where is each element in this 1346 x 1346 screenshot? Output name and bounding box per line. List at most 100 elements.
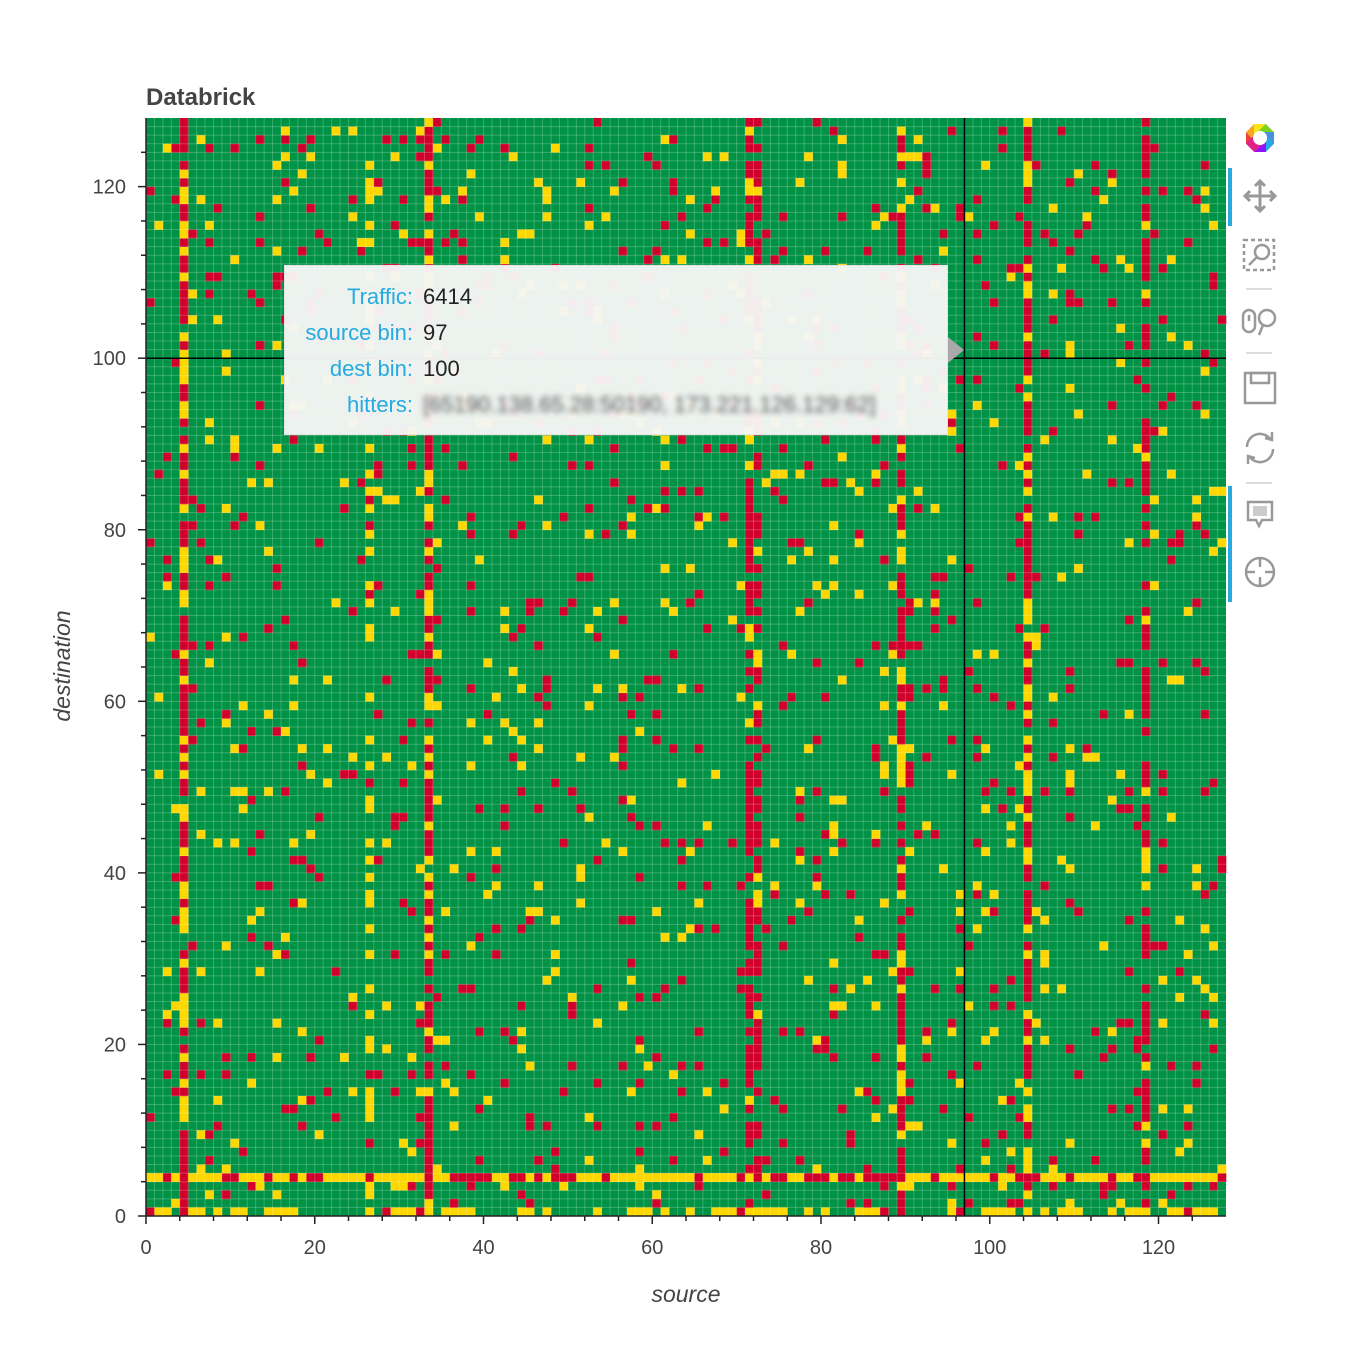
heatmap-cell xyxy=(424,641,434,651)
heatmap-cell xyxy=(1040,624,1050,633)
reset-icon[interactable] xyxy=(1240,428,1280,468)
heatmap-cell xyxy=(424,1104,434,1114)
heatmap-cell xyxy=(1023,1173,1033,1182)
heatmap-cell xyxy=(913,641,923,651)
heatmap-cell xyxy=(939,246,948,256)
heatmap-cell xyxy=(576,898,586,908)
heatmap-cell xyxy=(745,992,754,1002)
heatmap-cell xyxy=(1141,238,1151,247)
heatmap-cell xyxy=(188,941,197,951)
heatmap-cell xyxy=(432,675,442,685)
heatmap-cell xyxy=(525,1198,535,1208)
heatmap-cell xyxy=(896,958,906,968)
heatmap-cell xyxy=(880,667,889,676)
heatmap-cell xyxy=(525,1207,535,1217)
heatmap-cell xyxy=(1023,1113,1033,1122)
y-tick-label: 20 xyxy=(104,1034,126,1056)
heatmap-cell xyxy=(356,238,366,247)
heatmap-cell xyxy=(205,238,214,247)
heatmap-cell xyxy=(1200,203,1210,213)
heatmap-cell xyxy=(812,881,822,891)
heatmap-cell xyxy=(154,220,164,230)
bokeh-logo-icon[interactable] xyxy=(1240,118,1280,158)
heatmap-cell xyxy=(314,1130,324,1140)
heatmap-cell xyxy=(458,1173,467,1182)
heatmap-cell xyxy=(179,435,189,445)
heatmap-cell xyxy=(635,1173,645,1182)
heatmap-cell xyxy=(424,624,434,633)
heatmap-cell xyxy=(981,787,991,796)
heatmap-cell xyxy=(365,735,375,745)
heatmap-cell xyxy=(382,675,391,685)
heatmap-cell xyxy=(1048,1173,1058,1182)
heatmap-cell xyxy=(1023,289,1033,299)
heatmap-cell xyxy=(1065,769,1075,779)
heatmap-cell xyxy=(660,461,670,471)
heatmap-cell xyxy=(179,203,189,213)
heatmap-cell xyxy=(264,624,273,633)
heatmap-cell xyxy=(1141,941,1151,951)
hover-icon[interactable] xyxy=(1240,494,1280,534)
heatmap-cell xyxy=(179,847,189,857)
heatmap-cell xyxy=(424,1001,434,1011)
heatmap-cell xyxy=(1023,632,1033,642)
heatmap-gridlines xyxy=(146,118,1226,1216)
x-tick-label: 60 xyxy=(641,1237,663,1259)
heatmap-cell xyxy=(179,229,189,239)
heatmap-cell xyxy=(702,238,712,247)
heatmap-cell xyxy=(635,1164,645,1174)
heatmap-cell xyxy=(854,529,864,539)
heatmap-cell xyxy=(947,426,957,436)
heatmap-cell xyxy=(753,1053,763,1062)
heatmap-cell xyxy=(837,675,847,685)
wheel-zoom-icon[interactable] xyxy=(1240,302,1280,342)
heatmap-cell xyxy=(1107,435,1117,445)
heatmap-cell xyxy=(1091,1027,1100,1037)
heatmap-cell xyxy=(483,1095,493,1105)
heatmap-cell xyxy=(660,220,670,230)
heatmap-cell xyxy=(247,727,256,736)
heatmap-cell xyxy=(179,409,189,419)
heatmap-cell xyxy=(1074,907,1083,917)
heatmap-cell xyxy=(1141,907,1151,917)
heatmap-cell xyxy=(652,675,661,685)
heatmap-cell xyxy=(584,160,594,170)
save-icon[interactable] xyxy=(1240,368,1280,408)
heatmap-cell xyxy=(896,632,906,642)
heatmap-cell xyxy=(534,907,543,917)
heatmap-cell xyxy=(1124,915,1134,925)
heatmap-cell xyxy=(896,1035,906,1045)
box-zoom-icon[interactable] xyxy=(1240,236,1280,276)
heatmap-cell xyxy=(584,220,594,230)
heatmap-cell xyxy=(179,898,189,908)
heatmap-cell xyxy=(1124,709,1134,719)
heatmap-cell xyxy=(846,1130,856,1140)
heatmap-cell xyxy=(745,804,754,814)
heatmap-cell xyxy=(179,787,189,796)
crosshair-icon[interactable] xyxy=(1240,552,1280,592)
heatmap-cell xyxy=(956,1078,965,1088)
heatmap-cell xyxy=(1023,778,1033,788)
heatmap-cell xyxy=(1141,263,1151,273)
heatmap-cell xyxy=(660,598,670,608)
heatmap-cell xyxy=(989,1001,999,1011)
heatmap-cell xyxy=(753,890,763,899)
heatmap-cell xyxy=(272,581,282,591)
heatmap-cell xyxy=(441,950,451,959)
heatmap-cell xyxy=(880,769,889,779)
heatmap-cell xyxy=(331,1113,341,1122)
heatmap-cell xyxy=(314,538,324,548)
heatmap-cell xyxy=(525,598,535,608)
heatmap-cell xyxy=(635,1035,645,1045)
heatmap-cell xyxy=(196,538,206,548)
heatmap-cell xyxy=(314,812,324,822)
heatmap-cell xyxy=(1023,443,1033,453)
heatmap-cell xyxy=(1192,658,1201,668)
heatmap-cell xyxy=(837,135,847,145)
heatmap-cell xyxy=(272,564,282,573)
pan-icon[interactable] xyxy=(1240,176,1280,216)
heatmap-cell xyxy=(1133,1087,1142,1097)
heatmap-cell xyxy=(753,735,763,745)
heatmap-cell xyxy=(922,1053,931,1062)
